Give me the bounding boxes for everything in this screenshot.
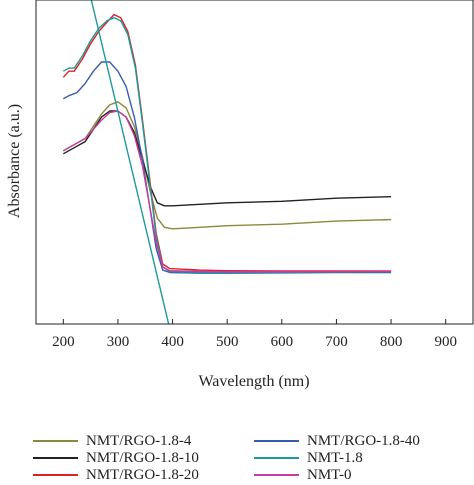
legend-swatch — [254, 440, 299, 442]
legend-item: NMT-0 — [254, 466, 351, 484]
series-line-6 — [62, 110, 392, 273]
legend: NMT/RGO-1.8-4 NMT/RGO-1.8-10 NMT/RGO-1.8-2… — [0, 428, 474, 485]
series-line-5 — [62, 17, 392, 273]
legend-label: NMT/RGO-1.8-4 — [86, 432, 192, 449]
x-tick-label: 400 — [161, 334, 184, 350]
legend-swatch — [254, 457, 299, 459]
series-layer — [62, 0, 392, 324]
series-line-4 — [62, 61, 392, 274]
x-tick-label: 700 — [325, 334, 348, 350]
legend-swatch — [254, 474, 299, 476]
legend-label: NMT-0 — [307, 466, 352, 483]
legend-label: NMT-1.8 — [307, 449, 363, 466]
legend-swatch — [33, 440, 78, 442]
x-tick-label: 200 — [52, 334, 75, 350]
x-axis-title: Wavelength (nm) — [198, 373, 309, 390]
legend-swatch — [33, 457, 78, 459]
chart-area: 200 300 400 500 600 700 800 900 Wavelength (nm)… — [6, 0, 474, 390]
x-tick-label: 900 — [434, 334, 457, 350]
y-axis-title: Absorbance (a.u.) — [6, 104, 23, 218]
legend-item: NMT-1.8 — [254, 449, 363, 467]
series-line-3 — [62, 13, 392, 272]
legend-label: NMT/RGO-1.8-20 — [86, 466, 199, 483]
x-tick-label: 600 — [271, 334, 294, 350]
legend-label: NMT/RGO-1.8-10 — [86, 449, 199, 466]
legend-item: NMT/RGO-1.8-4 — [33, 432, 191, 450]
series-line-2 — [62, 110, 392, 207]
x-tick-label: 800 — [380, 334, 403, 350]
legend-item: NMT/RGO-1.8-10 — [33, 449, 199, 467]
plot-frame — [35, 0, 474, 325]
x-tick-label: 300 — [107, 334, 130, 350]
legend-label: NMT/RGO-1.8-40 — [307, 432, 420, 449]
legend-item: NMT/RGO-1.8-40 — [254, 432, 420, 450]
legend-item: NMT/RGO-1.8-20 — [33, 466, 199, 484]
tangent-line-1 — [90, 0, 170, 324]
x-axis-ticks: 200 300 400 500 600 700 800 900 — [52, 319, 457, 350]
legend-swatch — [33, 474, 78, 476]
x-tick-label: 500 — [216, 334, 239, 350]
series-line-1 — [62, 101, 392, 230]
